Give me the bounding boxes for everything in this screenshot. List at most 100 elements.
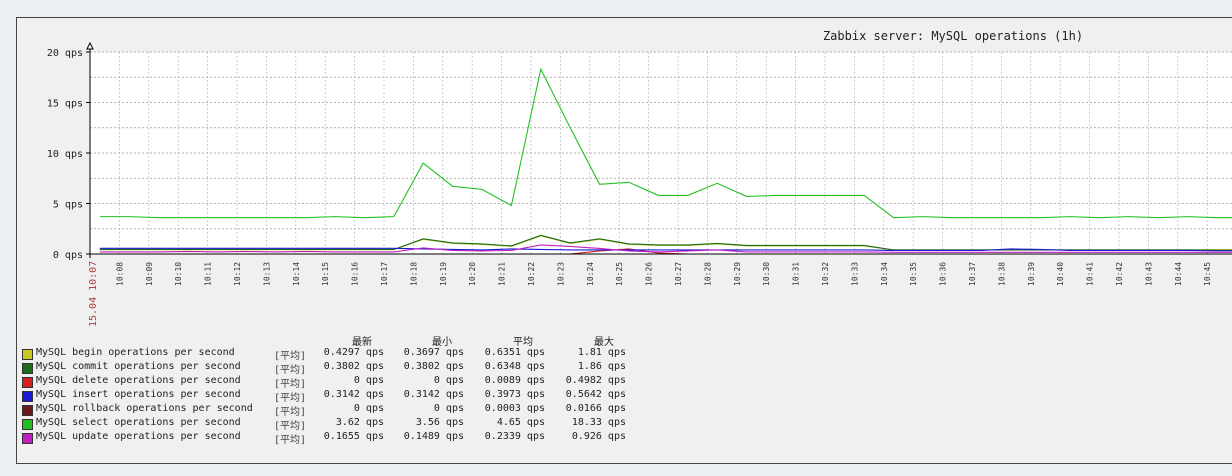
legend-min-value: 3.56 qps [415, 417, 464, 428]
legend-row: MySQL select operations per second [平均] 3.… [22, 417, 642, 432]
legend-avg-value: 0.6348 qps [484, 361, 545, 372]
legend-avg-value: 0.3973 qps [484, 389, 545, 400]
chart-title: Zabbix server: MySQL operations (1h) [823, 29, 1083, 43]
grid [90, 51, 1232, 254]
x-tick-label: 10:12 [233, 262, 242, 286]
legend-last-value: 0.3142 qps [323, 389, 384, 400]
x-tick-label: 10:44 [1174, 262, 1183, 286]
y-axis: 0 qps 5 qps 10 qps 15 qps 20 qps [47, 48, 90, 261]
x-tick-label: 10:30 [762, 262, 771, 286]
series-line-6 [99, 244, 1232, 253]
legend-max-value: 1.86 qps [577, 361, 626, 372]
legend-header: 最小 [432, 337, 452, 348]
legend-last-value: 0 qps [353, 403, 384, 414]
legend-item-name: MySQL select operations per second [36, 417, 241, 428]
x-tick-label: 10:15 [321, 262, 330, 286]
x-tick-label: 10:34 [880, 262, 889, 286]
legend-swatch [22, 405, 33, 416]
legend-max-value: 0.0166 qps [565, 403, 626, 414]
legend-avg-value: 0.2339 qps [484, 431, 545, 442]
legend-row: MySQL commit operations per second [平均] 0.… [22, 361, 642, 376]
legend-avg-value: 4.65 qps [496, 417, 545, 428]
x-tick-label: 10:36 [939, 262, 948, 286]
legend-func-tag: [平均] [274, 393, 307, 404]
legend-row: MySQL rollback operations per second [平均]… [22, 403, 642, 418]
legend-item-name: MySQL insert operations per second [36, 389, 241, 400]
x-tick-label: 10:35 [909, 262, 918, 286]
x-tick-label: 10:29 [733, 262, 742, 286]
legend-swatch [22, 363, 33, 374]
legend-item-name: MySQL delete operations per second [36, 375, 241, 386]
legend-last-value: 0.3802 qps [323, 361, 384, 372]
legend-last-value: 3.62 qps [335, 417, 384, 428]
x-tick-label: 10:10 [174, 262, 183, 286]
x-tick-label: 10:22 [527, 262, 536, 286]
legend-header: 平均 [513, 337, 533, 348]
x-tick-label: 10:41 [1086, 262, 1095, 286]
legend-row: MySQL update operations per second [平均] 0.… [22, 431, 642, 446]
x-tick-label: 10:17 [380, 262, 389, 286]
legend-swatch [22, 349, 33, 360]
legend-func-tag: [平均] [274, 435, 307, 446]
legend-row: MySQL delete operations per second [平均] 0 … [22, 375, 642, 390]
x-tick-label: 10:18 [409, 262, 418, 286]
x-tick-label: 10:33 [850, 262, 859, 286]
legend-min-value: 0 qps [433, 375, 464, 386]
x-tick-label: 10:20 [468, 262, 477, 286]
x-tick-label: 10:25 [615, 262, 624, 286]
x-tick-label: 10:13 [262, 262, 271, 286]
legend-func-tag: [平均] [274, 379, 307, 390]
x-tick-label: 10:19 [439, 262, 448, 286]
y-tick-label: 15 qps [47, 99, 83, 110]
legend-max-value: 0.5642 qps [565, 389, 626, 400]
legend-swatch [22, 433, 33, 444]
legend-item-name: MySQL update operations per second [36, 431, 241, 442]
x-tick-label: 10:09 [145, 262, 154, 286]
x-tick-label: 10:45 [1203, 262, 1212, 286]
legend-header: 最新 [352, 337, 372, 348]
plot-area [90, 52, 1232, 254]
legend-func-tag: [平均] [274, 421, 307, 432]
legend-last-value: 0.1655 qps [323, 431, 384, 442]
y-tick-label: 10 qps [47, 149, 83, 160]
legend-last-value: 0.4297 qps [323, 347, 384, 358]
x-tick-label: 10:11 [204, 262, 213, 286]
y-tick-label: 20 qps [47, 48, 83, 59]
x-tick-label: 10:16 [351, 262, 360, 286]
x-tick-label: 10:32 [821, 262, 830, 286]
x-tick-label: 10:42 [1115, 262, 1124, 286]
legend-last-value: 0 qps [353, 375, 384, 386]
x-tick-label: 10:40 [1056, 262, 1065, 286]
y-tick-label: 5 qps [53, 200, 83, 211]
x-tick-label: 10:38 [997, 262, 1006, 286]
x-tick-label: 10:14 [292, 262, 301, 286]
legend-swatch [22, 377, 33, 388]
legend-header: 最大 [594, 337, 614, 348]
legend-avg-value: 0.6351 qps [484, 347, 545, 358]
x-tick-label: 10:37 [968, 262, 977, 286]
series-line-3 [99, 247, 1232, 252]
legend-func-tag: [平均] [274, 365, 307, 376]
legend-max-value: 0.4982 qps [565, 375, 626, 386]
legend-max-value: 0.926 qps [571, 431, 626, 442]
legend-item-name: MySQL begin operations per second [36, 347, 235, 358]
legend-max-value: 1.81 qps [577, 347, 626, 358]
legend-item-name: MySQL commit operations per second [36, 361, 241, 372]
x-tick-label: 10:08 [115, 262, 124, 286]
legend-func-tag: [平均] [274, 351, 307, 362]
legend-row: MySQL begin operations per second [平均] 0.4… [22, 347, 642, 362]
legend-max-value: 18.33 qps [571, 417, 626, 428]
x-tick-label: 10:28 [703, 262, 712, 286]
legend-swatch [22, 391, 33, 402]
legend-swatch [22, 419, 33, 430]
legend-min-value: 0.3697 qps [403, 347, 464, 358]
x-axis: 15.04 10:07 10:08 10:09 10:10 10:11 10:12 10:1… [88, 261, 1212, 327]
y-tick-label: 0 qps [53, 250, 83, 261]
x-start-label: 15.04 10:07 [88, 261, 99, 327]
legend-item-name: MySQL rollback operations per second [36, 403, 253, 414]
legend-min-value: 0.3802 qps [403, 361, 464, 372]
x-tick-label: 10:24 [586, 262, 595, 286]
y-axis-arrow-icon [86, 41, 94, 50]
series-line-5 [99, 67, 1232, 219]
